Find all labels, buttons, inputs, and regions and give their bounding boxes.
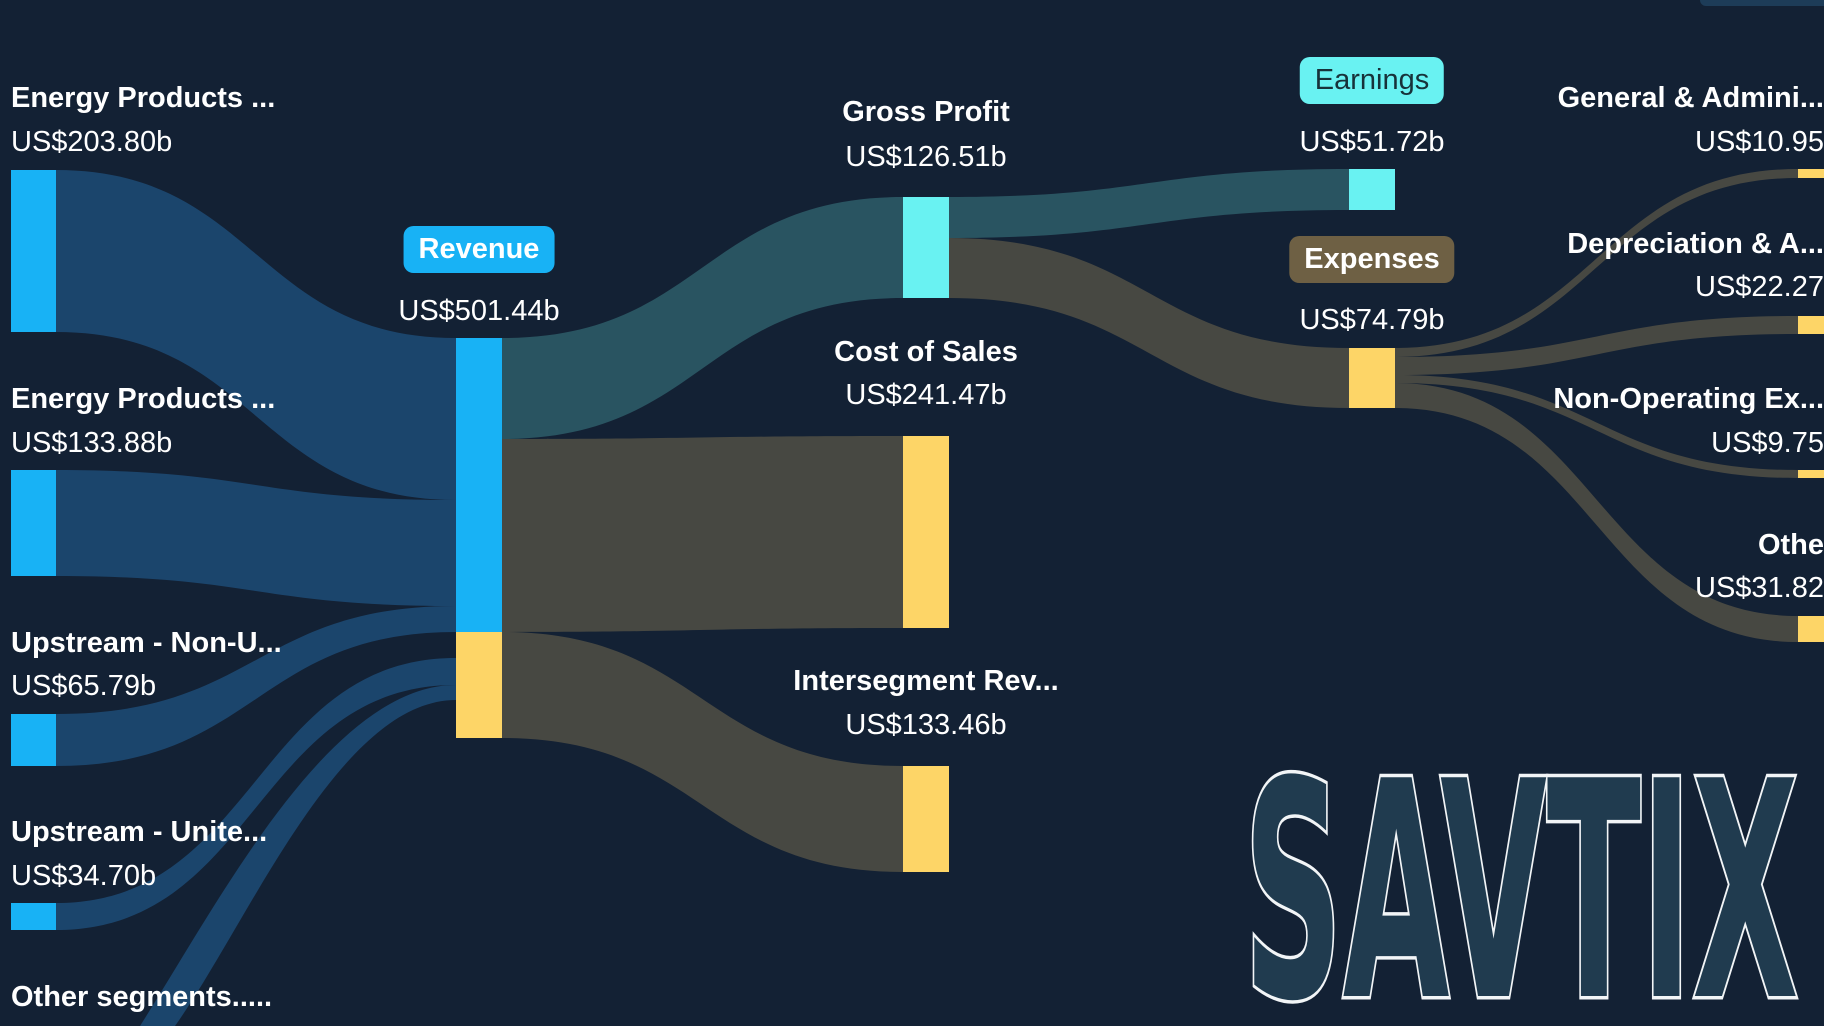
label-gna-value: US$10.95 [1695, 126, 1824, 158]
label-other-exp-value: US$31.82 [1695, 572, 1824, 604]
label-cost-of-sales-value: US$241.47b [845, 379, 1007, 411]
node-dna [1798, 316, 1824, 334]
label-gna-name: General & Admini... [1557, 82, 1824, 114]
label-upus-value: US$34.70b [11, 860, 157, 892]
label-upnonus-value: US$65.79b [11, 670, 157, 702]
node-cost_of_sales [903, 436, 949, 628]
node-upus [11, 903, 56, 930]
label-energy2-value: US$133.88b [11, 427, 173, 459]
label-other-segments-name: Other segments..... [11, 981, 273, 1013]
label-dna-value: US$22.27 [1695, 271, 1824, 303]
flow-upus-to-revenue [56, 658, 456, 930]
label-gross-profit-name: Gross Profit [842, 96, 1010, 128]
label-nonop-name: Non-Operating Ex... [1553, 383, 1824, 415]
node-revenueCost [456, 632, 502, 738]
savtix-watermark-logo: SAVTIX [1240, 758, 1802, 1008]
node-nonop [1798, 470, 1824, 478]
flow-expenses-to-nonop [1395, 375, 1798, 478]
flow-upnonus-to-revenue [56, 606, 456, 766]
label-energy1-name: Energy Products ... [11, 82, 276, 114]
node-gna [1798, 169, 1824, 178]
flow-gross_profit-to-earnings [949, 169, 1349, 238]
flow-other_seg-to-revenue [140, 685, 456, 1026]
label-earnings-value: US$51.72b [1299, 126, 1445, 158]
node-earnings [1349, 169, 1395, 210]
label-other-exp-name: Othe [1757, 529, 1824, 561]
label-upnonus-name: Upstream - Non-U... [11, 627, 282, 659]
nodes [11, 169, 1824, 930]
expenses-pill: Expenses [1289, 236, 1455, 283]
label-dna-name: Depreciation & A... [1567, 228, 1824, 260]
node-gross_profit [903, 197, 949, 298]
label-expenses-value: US$74.79b [1299, 304, 1445, 336]
node-energy1 [11, 170, 56, 332]
node-energy2 [11, 470, 56, 576]
flow-energy2-to-revenue [56, 470, 456, 606]
flow-revenue-to-gross_profit [502, 197, 903, 439]
flow-revenue-to-cost_of_sales [502, 436, 903, 632]
revenue-pill: Revenue [403, 226, 555, 273]
label-gross-profit-value: US$126.51b [845, 141, 1007, 173]
flow-expenses-to-gna [1395, 169, 1798, 357]
flow-gross_profit-to-expenses [949, 238, 1349, 408]
flow-expenses-to-dna [1395, 316, 1798, 375]
earnings-pill: Earnings [1299, 57, 1445, 104]
flows [56, 169, 1798, 1026]
node-revenue [456, 338, 502, 632]
node-other_exp [1798, 616, 1824, 642]
label-upus-name: Upstream - Unite... [11, 816, 268, 848]
label-nonop-value: US$9.75 [1711, 427, 1824, 459]
label-cost-of-sales-name: Cost of Sales [834, 336, 1018, 368]
top-corner-tab [1700, 0, 1824, 6]
label-energy2-name: Energy Products ... [11, 383, 276, 415]
node-interseg [903, 766, 949, 872]
node-upnonus [11, 714, 56, 766]
flow-revenueCost-to-interseg [502, 632, 903, 872]
label-energy1-value: US$203.80b [11, 126, 173, 158]
flow-energy1-to-revenue [56, 170, 456, 500]
node-expenses [1349, 348, 1395, 408]
label-interseg-value: US$133.46b [845, 709, 1007, 741]
label-revenue-value: US$501.44b [398, 295, 560, 327]
label-interseg-name: Intersegment Rev... [793, 665, 1059, 697]
flow-expenses-to-other_exp [1395, 383, 1798, 642]
watermark-text: SAVTIX [1244, 758, 1799, 1008]
